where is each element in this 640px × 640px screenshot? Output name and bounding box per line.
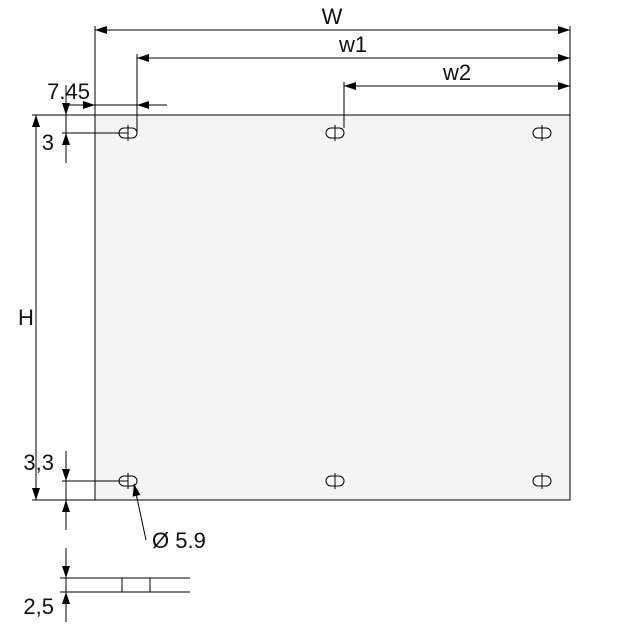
dim-label: 7.45 xyxy=(47,79,90,104)
diameter-label: Ø 5.9 xyxy=(152,528,206,553)
dim-label: H xyxy=(18,305,34,330)
dim-label: 3,3 xyxy=(23,450,54,475)
dim-label: W xyxy=(322,4,343,29)
dim-label: w1 xyxy=(338,32,367,57)
dim-label: 3 xyxy=(42,130,54,155)
dim-label: w2 xyxy=(442,60,471,85)
engineering-drawing: Ww1 w2 7.45 H 3 3,3 2,5 Ø 5.9 xyxy=(0,0,640,640)
dim-label: 2,5 xyxy=(23,594,54,619)
panel-plate xyxy=(95,115,570,500)
